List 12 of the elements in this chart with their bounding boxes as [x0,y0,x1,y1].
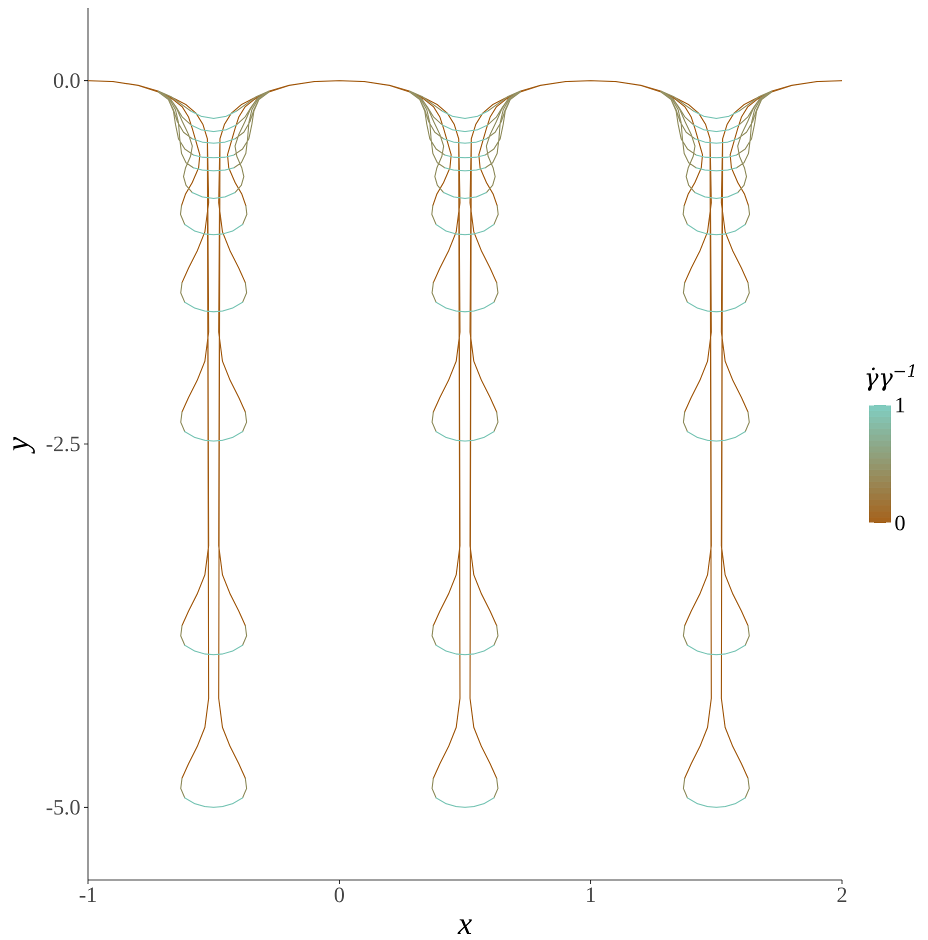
y-tick-label: -5.0 [46,800,80,815]
color-bar-label: 0 [895,516,905,530]
y-tick-label: 0.0 [54,73,80,88]
x-tick-label: -1 [80,888,96,902]
color-bar-title: γ̇γ$^{−1}$ [866,364,914,391]
y-axis-title: y [13,436,35,454]
x-tick-label: 1 [587,888,595,902]
x-tick-label: 0 [334,888,344,902]
x-tick-label: 2 [837,888,846,902]
y-tick-label: -2.5 [46,436,80,452]
x-axis-title: x [458,919,472,934]
color-bar-label: 1 [896,398,904,412]
